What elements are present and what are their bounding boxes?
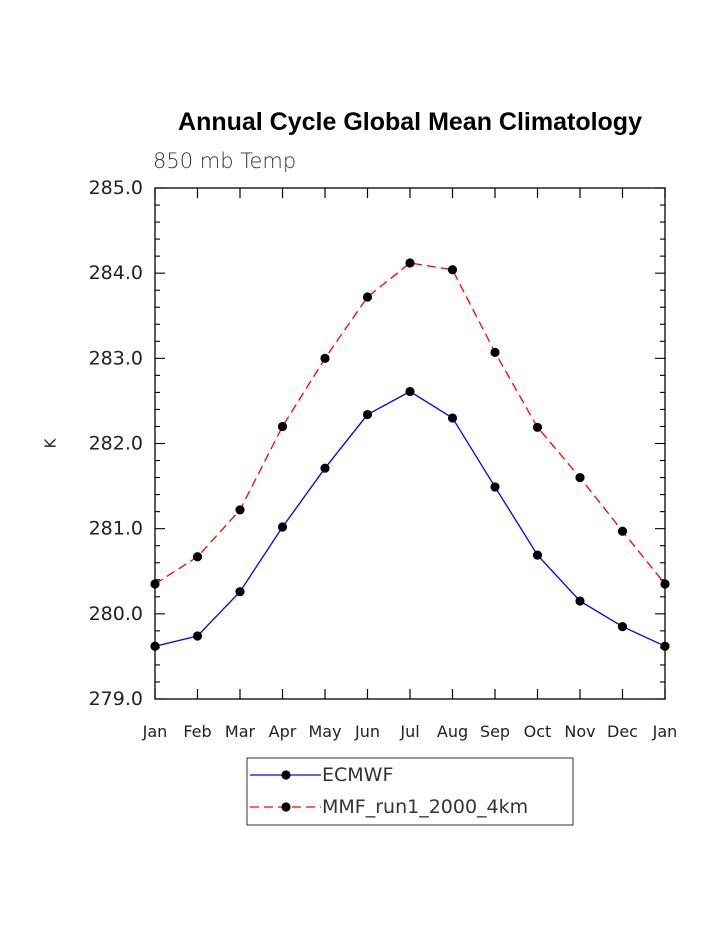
x-tick-label: Feb [183, 722, 211, 741]
y-tick-label: 285.0 [89, 177, 143, 199]
x-tick-label: Dec [607, 722, 638, 741]
series-points [150, 258, 670, 651]
data-point [150, 641, 160, 651]
x-tick-label: Aug [437, 722, 468, 741]
data-point [320, 463, 330, 473]
data-point [235, 587, 245, 597]
axis-ticks [154, 187, 666, 700]
legend-marker [281, 802, 291, 812]
legend-label: ECMWF [322, 764, 393, 786]
y-tick-labels: 279.0 280.0 281.0 282.0 283.0 284.0 285.0 [89, 177, 143, 710]
y-tick-label: 282.0 [89, 433, 143, 455]
data-point [405, 258, 415, 268]
x-tick-label: Mar [225, 722, 256, 741]
x-tick-label: Oct [524, 722, 552, 741]
x-tick-label: Apr [269, 722, 297, 741]
data-point [362, 292, 373, 302]
x-tick-labels: Jan Feb Mar Apr May Jun Jul Aug Sep Oct Nov Dec Jan [142, 722, 678, 741]
x-tick-label: Jan [142, 722, 168, 741]
x-tick-label: Sep [480, 722, 510, 741]
data-point [362, 409, 373, 420]
x-tick-label: Jul [399, 722, 419, 741]
y-axis-label: K [42, 437, 60, 448]
y-tick-label: 284.0 [89, 262, 143, 284]
y-tick-label: 281.0 [89, 518, 143, 540]
series-lines [154, 262, 666, 647]
data-point [277, 421, 288, 432]
x-tick-label: Jan [652, 722, 678, 741]
data-point [490, 347, 500, 357]
data-point [490, 482, 500, 492]
legend-label: MMF_run1_2000_4km [322, 796, 528, 818]
data-point [575, 472, 585, 483]
legend-marker [281, 770, 291, 780]
series-line-1 [154, 262, 666, 585]
legend: ECMWF MMF_run1_2000_4km [246, 757, 574, 826]
data-point [660, 641, 670, 651]
legend-box [246, 757, 574, 826]
data-point [447, 265, 458, 275]
data-point [277, 522, 288, 532]
data-point [532, 550, 543, 560]
data-point [532, 422, 543, 432]
data-point [320, 353, 330, 363]
y-tick-label: 283.0 [89, 347, 143, 369]
data-point [192, 552, 203, 562]
x-tick-label: Nov [564, 722, 595, 741]
data-point [660, 579, 670, 589]
x-tick-label: Jun [354, 722, 380, 741]
data-point [617, 526, 628, 536]
chart-title: Annual Cycle Global Mean Climatology [178, 108, 642, 136]
data-point [405, 386, 415, 397]
data-point [575, 596, 585, 606]
chart-subtitle: 850 mb Temp [153, 149, 296, 173]
y-tick-label: 280.0 [89, 603, 143, 625]
data-point [192, 631, 203, 641]
y-tick-label: 279.0 [89, 688, 143, 710]
data-point [150, 579, 160, 589]
data-point [617, 622, 628, 632]
data-point [447, 413, 458, 423]
data-point [235, 505, 245, 515]
x-tick-label: May [308, 722, 341, 741]
